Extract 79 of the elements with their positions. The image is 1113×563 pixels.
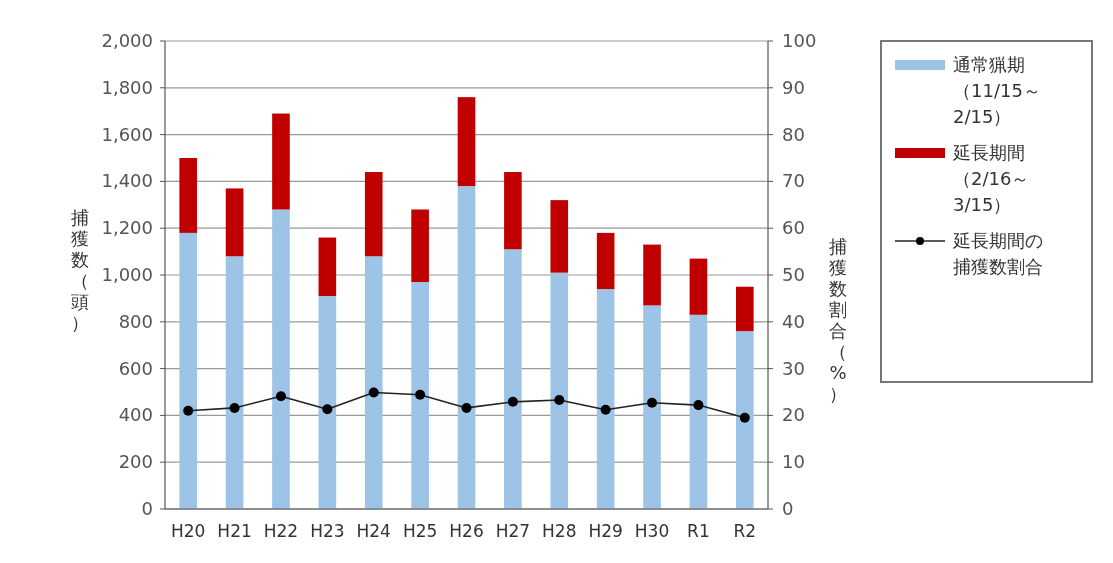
legend-label: 延長期間の捕獲数割合 — [953, 229, 1044, 280]
x-tick-label: H21 — [217, 521, 252, 541]
point — [554, 394, 565, 405]
x-tick-label: H29 — [588, 521, 623, 541]
bar — [457, 186, 476, 509]
bar — [457, 97, 476, 187]
point — [693, 400, 704, 411]
y-tick-label: 1,400 — [101, 170, 153, 192]
point — [229, 402, 240, 413]
point — [368, 387, 379, 398]
x-tick-label: H23 — [310, 521, 345, 541]
bar — [550, 272, 569, 509]
bar — [504, 172, 522, 250]
bar — [364, 172, 383, 257]
bar — [225, 256, 244, 509]
point — [322, 404, 333, 415]
y-tick-label: 1,000 — [101, 264, 153, 285]
legend-label: 延長期間（2/16～3/15） — [953, 141, 1031, 218]
y-tick-label: 800 — [118, 310, 153, 332]
y2-tick-label: 80 — [782, 123, 805, 145]
point — [461, 402, 472, 413]
point — [183, 405, 194, 416]
bar — [179, 158, 198, 233]
y2-tick-label: 40 — [782, 310, 805, 332]
y-tick-label: 1,200 — [101, 217, 153, 239]
point — [507, 396, 518, 407]
y-tick-label: 1,600 — [101, 123, 153, 145]
y2-tick-label: 0 — [782, 498, 794, 519]
x-tick-label: R2 — [733, 521, 757, 541]
point — [600, 404, 611, 415]
y-tick-label: 200 — [118, 451, 153, 473]
bar — [736, 331, 754, 509]
y2-tick-label: 10 — [782, 451, 805, 473]
bar — [318, 296, 337, 509]
y-tick-label: 2,000 — [101, 30, 153, 51]
x-tick-label: H28 — [542, 521, 577, 541]
point — [275, 391, 286, 402]
x-tick-label: H24 — [356, 521, 391, 541]
y2-tick-label: 20 — [782, 404, 805, 426]
y-tick-label: 400 — [118, 404, 153, 426]
x-tick-label: H20 — [170, 521, 206, 541]
bar — [411, 282, 429, 509]
bar — [596, 289, 615, 509]
bar — [689, 258, 708, 315]
bar — [318, 237, 337, 297]
point — [415, 389, 426, 400]
y2-tick-label: 50 — [782, 264, 805, 285]
x-tick-label: H30 — [634, 521, 670, 541]
bar — [225, 188, 244, 257]
bar — [643, 305, 661, 509]
bar — [411, 209, 429, 283]
y-tick-label: 1,800 — [101, 76, 153, 98]
bar — [596, 232, 615, 290]
x-tick-label: H27 — [495, 521, 531, 541]
y-tick-label: 600 — [118, 357, 153, 379]
legend-label: 通常猟期（11/15～2/15） — [953, 53, 1042, 130]
bar — [364, 256, 383, 509]
bar — [550, 200, 569, 273]
point — [647, 397, 658, 408]
y2-tick-label: 70 — [782, 170, 805, 192]
y-axis-title: 捕獲数（頭） — [71, 206, 89, 333]
bar — [272, 209, 290, 509]
y2-axis-title: 捕獲数割合（%） — [829, 235, 847, 404]
bar — [179, 232, 198, 509]
bar — [736, 286, 754, 332]
y2-tick-label: 60 — [782, 217, 805, 239]
bar — [643, 244, 661, 306]
y2-tick-label: 100 — [782, 30, 817, 51]
y2-tick-label: 30 — [782, 357, 805, 379]
x-tick-label: H26 — [449, 521, 484, 541]
y2-tick-label: 90 — [782, 76, 805, 98]
point — [739, 412, 750, 423]
x-tick-label: R1 — [687, 521, 710, 541]
x-tick-label: H25 — [402, 521, 438, 541]
bar — [504, 249, 522, 509]
y-tick-label: 0 — [141, 498, 153, 519]
x-tick-label: H22 — [263, 521, 299, 541]
bar — [272, 113, 290, 210]
bar — [689, 314, 708, 509]
